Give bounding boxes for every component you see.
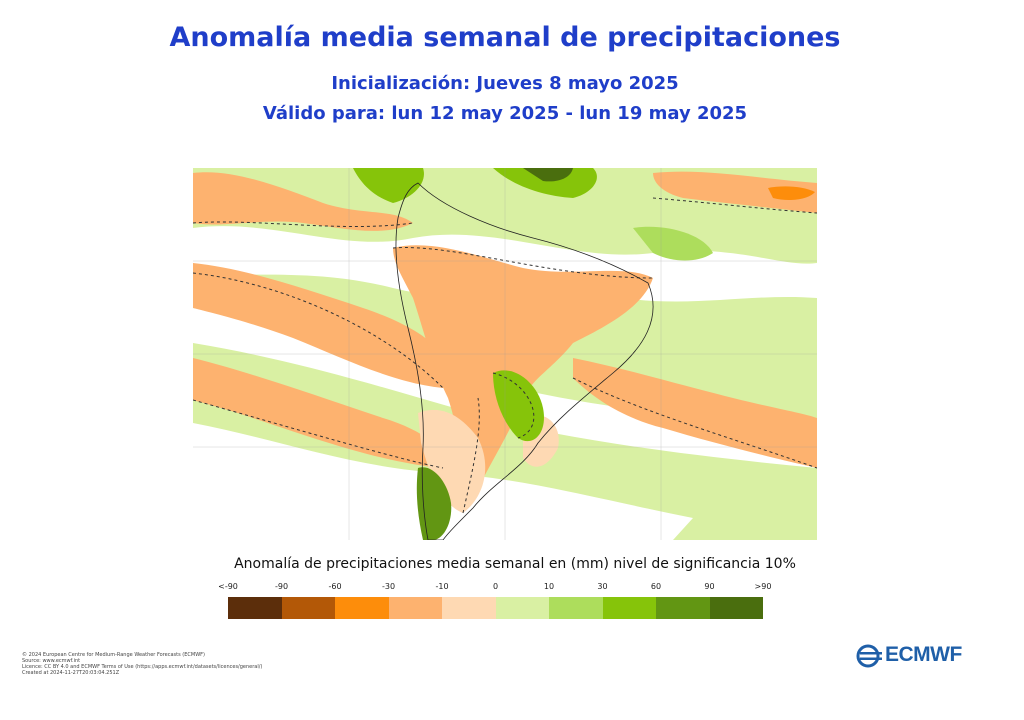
graticule <box>193 168 817 540</box>
footer-line: Licence: CC BY 4.0 and ECMWF Terms of Us… <box>22 664 263 670</box>
ecmwf-logo-icon <box>856 644 882 668</box>
wet-anomaly-region <box>493 370 544 442</box>
legend-label: 10 <box>543 582 555 591</box>
footer-line: Created at 2024-11-27T20:03:04.251Z <box>22 670 120 676</box>
footer-credits: © 2024 European Centre for Medium-Range … <box>22 652 262 676</box>
page-title: Anomalía media semanal de precipitacione… <box>169 22 841 53</box>
wet-anomaly-region <box>493 168 597 198</box>
continent-outline <box>395 182 654 540</box>
strong-dry-core <box>768 186 815 200</box>
legend-label: 90 <box>704 582 715 591</box>
legend-labels: <-90 -90 -60 -30 -10 0 10 30 60 90 >90 <box>218 582 771 594</box>
legend-label: <-90 <box>218 582 238 591</box>
legend-swatch <box>228 597 282 619</box>
legend-color-bar <box>228 597 763 619</box>
legend-swatch <box>549 597 603 619</box>
legend-label: -60 <box>328 582 342 591</box>
precipitation-anomaly-map <box>193 168 817 540</box>
footer-line: Source: www.ecmwf.int <box>22 658 81 664</box>
legend-swatch <box>442 597 496 619</box>
legend-label: -10 <box>435 582 449 591</box>
valid-period: Válido para: lun 12 may 2025 - lun 19 ma… <box>262 103 748 124</box>
legend-label: -30 <box>381 582 396 591</box>
dry-anomaly-region <box>193 358 446 468</box>
legend-label: 0 <box>492 582 499 591</box>
legend-label: >90 <box>754 582 772 591</box>
legend-title: Anomalía de precipitaciones media semana… <box>234 556 796 572</box>
legend-swatch <box>602 597 656 619</box>
legend-swatch <box>388 597 442 619</box>
dry-anomaly-region <box>573 358 817 468</box>
dry-anomaly-region <box>193 263 449 388</box>
dry-anomaly-region <box>193 172 413 231</box>
dry-anomaly-region <box>653 171 817 213</box>
wet-anomaly-region <box>633 226 713 261</box>
legend-label: -90 <box>274 582 289 591</box>
legend-swatch <box>281 597 335 619</box>
ecmwf-logo-text: ECMWF <box>885 643 962 666</box>
footer-line: © 2024 European Centre for Medium-Range … <box>22 652 205 658</box>
legend-swatch <box>709 597 763 619</box>
legend-label: 60 <box>650 582 662 591</box>
initialization-date: Inicialización: Jueves 8 mayo 2025 <box>331 73 679 94</box>
wet-anomaly-region <box>523 168 573 182</box>
legend-swatch <box>656 597 710 619</box>
legend-label: 30 <box>597 582 608 591</box>
legend-swatch <box>495 597 549 619</box>
legend-swatch <box>335 597 389 619</box>
